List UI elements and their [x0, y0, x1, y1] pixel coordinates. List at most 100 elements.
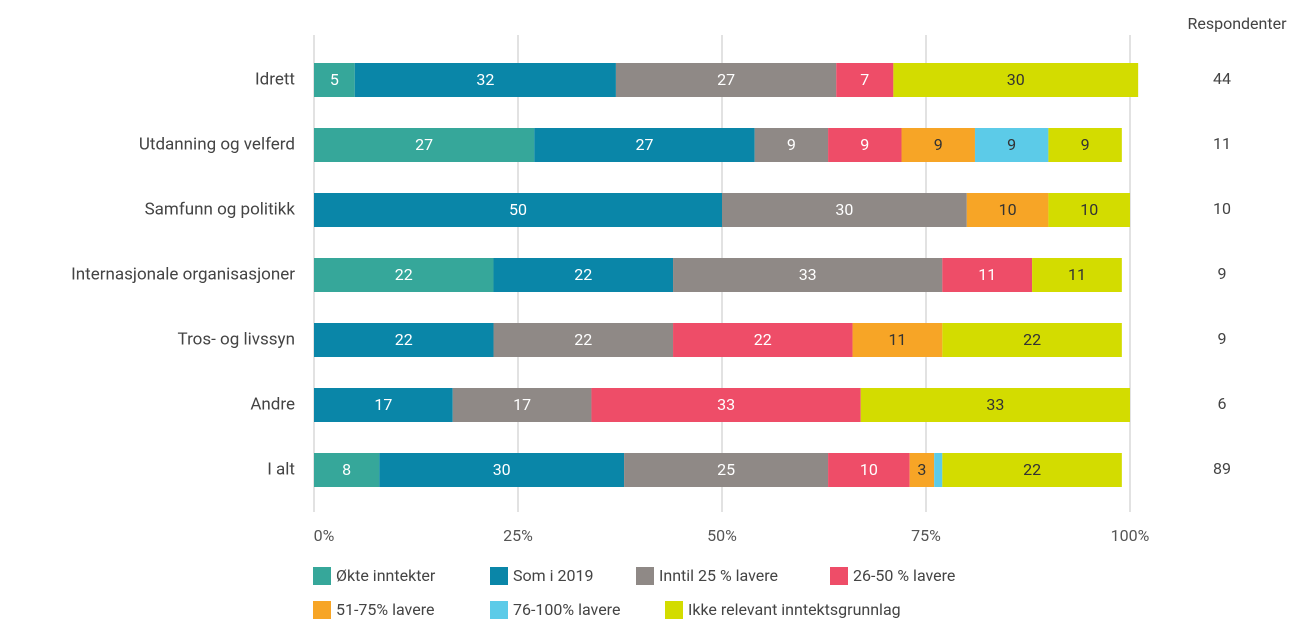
y-tick-label: Utdanning og velferd [139, 134, 295, 154]
bar-segment [673, 323, 853, 357]
legend-label: Som i 2019 [513, 566, 593, 585]
legend-swatch [636, 567, 654, 585]
y-tick-label: Internasjonale organisasjoner [71, 264, 295, 284]
data-label: 22 [754, 330, 772, 349]
bar-segment [314, 388, 453, 422]
bar-segment [852, 323, 943, 357]
data-label: 22 [395, 330, 413, 349]
data-label: 25 [717, 460, 735, 479]
bar-segment [942, 453, 1122, 487]
bar-segment [836, 63, 894, 97]
data-label: 30 [835, 200, 853, 219]
data-label: 30 [493, 460, 511, 479]
bar-segment [493, 258, 674, 292]
data-label: 27 [415, 135, 433, 154]
data-label: 17 [513, 395, 531, 414]
data-label: 7 [860, 70, 869, 89]
respondents-value: 44 [1213, 69, 1231, 88]
data-label: 11 [888, 330, 906, 349]
x-tick-label: 50% [707, 526, 737, 545]
legend-label: Inntil 25 % lavere [659, 566, 778, 585]
y-tick-label: Andre [250, 394, 295, 414]
legend-label: 76-100% lavere [513, 600, 620, 619]
legend-swatch [490, 601, 508, 619]
bar-segment [860, 388, 1130, 422]
data-label: 22 [1023, 330, 1041, 349]
bar-segment [966, 193, 1049, 227]
data-label: 33 [799, 265, 817, 284]
respondents-value: 6 [1218, 394, 1227, 413]
respondents-value: 9 [1218, 329, 1227, 348]
respondents-value: 89 [1213, 459, 1231, 478]
data-label: 9 [860, 135, 869, 154]
respondents-value: 9 [1218, 264, 1227, 283]
bar-segment [1032, 258, 1122, 292]
bar-segment [591, 388, 861, 422]
bar-segment [828, 453, 910, 487]
respondents-title: Respondenter [1187, 14, 1287, 33]
data-label: 9 [1081, 135, 1090, 154]
bar-segment [1048, 193, 1130, 227]
data-label: 10 [1080, 200, 1098, 219]
bar-segment [314, 258, 494, 292]
data-label: 30 [1007, 70, 1025, 89]
y-tick-label: Tros- og livssyn [178, 329, 295, 349]
bar-segment [314, 193, 722, 227]
bar-segment [934, 453, 943, 487]
legend-label: 51-75% lavere [336, 600, 434, 619]
data-label: 10 [860, 460, 878, 479]
bar-segment [379, 453, 625, 487]
bar-segment [909, 453, 935, 487]
data-label: 33 [717, 395, 735, 414]
bar-segment [942, 258, 1033, 292]
legend-swatch [490, 567, 508, 585]
bar-segment [893, 63, 1139, 97]
y-tick-label: Idrett [255, 69, 295, 89]
data-label: 50 [509, 200, 527, 219]
data-label: 5 [330, 70, 339, 89]
respondents-value: 10 [1213, 199, 1231, 218]
bar-segment [754, 128, 829, 162]
bar-segment [534, 128, 755, 162]
data-label: 27 [635, 135, 653, 154]
bar-segment [942, 323, 1122, 357]
bar-segment [452, 388, 592, 422]
y-tick-label: I alt [267, 459, 295, 479]
data-label: 9 [1007, 135, 1016, 154]
x-tick-label: 25% [503, 526, 533, 545]
data-label: 22 [574, 330, 592, 349]
data-label: 3 [917, 460, 926, 479]
bar-segment [624, 453, 829, 487]
x-tick-label: 75% [911, 526, 941, 545]
bar-segment [354, 63, 616, 97]
bar-segment [615, 63, 837, 97]
legend-swatch [313, 567, 331, 585]
respondents-value: 11 [1213, 134, 1231, 153]
legend-swatch [665, 601, 683, 619]
legend-label: Ikke relevant inntektsgrunnlag [688, 600, 901, 619]
y-tick-label: Samfunn og politikk [145, 199, 296, 219]
data-label: 9 [787, 135, 796, 154]
data-label: 9 [934, 135, 943, 154]
bar-segment [901, 128, 975, 162]
bar-segment [828, 128, 902, 162]
bar-segment [722, 193, 967, 227]
data-label: 22 [574, 265, 592, 284]
data-label: 11 [1068, 265, 1086, 284]
data-label: 11 [978, 265, 996, 284]
data-label: 22 [395, 265, 413, 284]
data-label: 27 [717, 70, 735, 89]
legend-label: 26-50 % lavere [853, 566, 955, 585]
data-label: 17 [374, 395, 392, 414]
bar-segment [493, 323, 674, 357]
x-tick-label: 100% [1111, 526, 1150, 545]
data-label: 33 [986, 395, 1004, 414]
bar-segment [1048, 128, 1122, 162]
legend-swatch [830, 567, 848, 585]
bar-segment [314, 323, 494, 357]
legend-label: Økte inntekter [336, 566, 436, 585]
data-label: 8 [342, 460, 351, 479]
legend-swatch [313, 601, 331, 619]
bar-segment [314, 63, 355, 97]
